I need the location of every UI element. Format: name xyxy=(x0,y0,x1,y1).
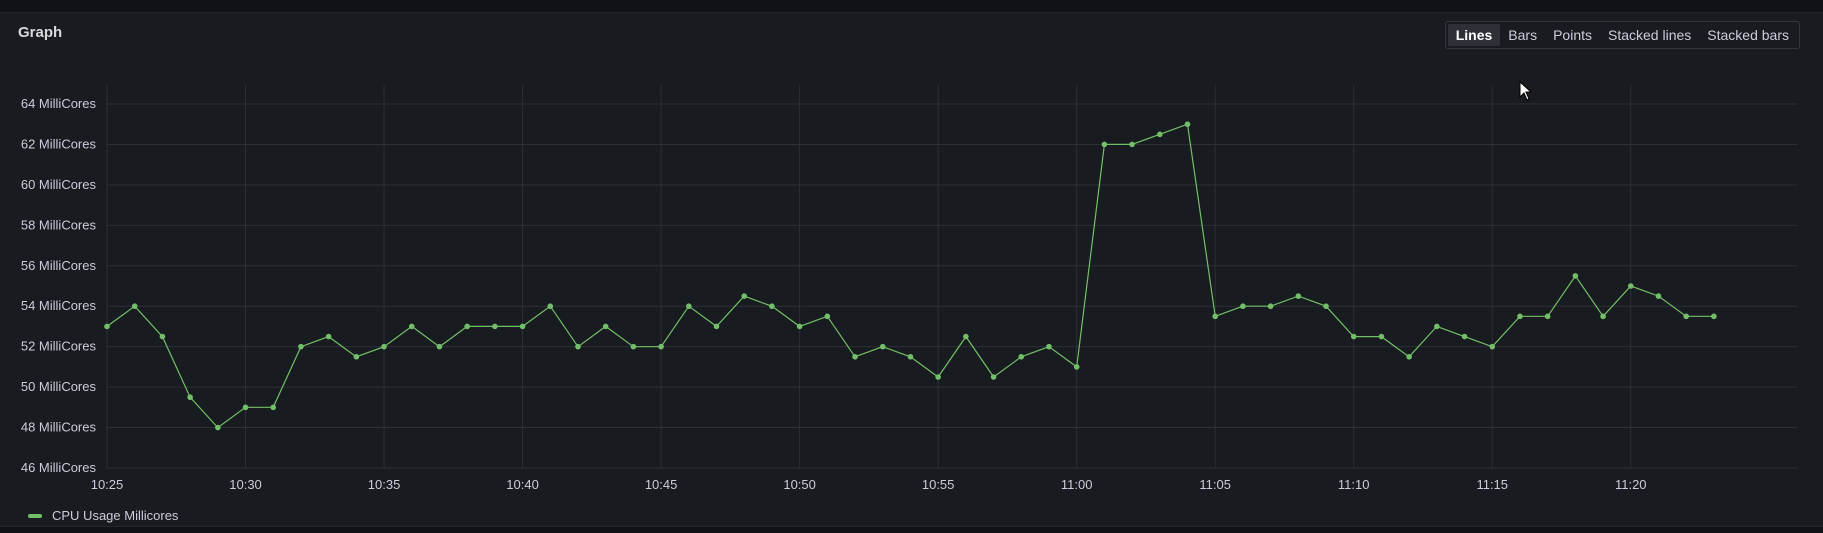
y-tick-label: 54 MilliCores xyxy=(21,298,97,313)
legend[interactable]: CPU Usage Millicores xyxy=(28,508,178,523)
x-tick-label: 10:35 xyxy=(368,477,401,492)
data-point xyxy=(1627,283,1634,289)
y-tick-label: 46 MilliCores xyxy=(21,460,97,475)
data-point xyxy=(602,323,609,330)
data-point xyxy=(575,343,581,350)
data-point xyxy=(270,404,277,411)
toggle-bars[interactable]: Bars xyxy=(1508,27,1538,43)
data-point xyxy=(1018,353,1025,360)
x-tick-label: 10:45 xyxy=(645,477,678,492)
data-point xyxy=(492,323,498,330)
toggle-lines[interactable]: Lines xyxy=(1447,24,1501,46)
toggle-stacked-bars[interactable]: Stacked bars xyxy=(1707,27,1789,43)
data-point xyxy=(1683,313,1689,320)
data-point xyxy=(1489,343,1496,350)
data-point xyxy=(1295,293,1302,299)
data-point xyxy=(630,343,637,350)
data-point xyxy=(879,343,886,350)
data-point xyxy=(1655,293,1662,299)
y-tick-label: 50 MilliCores xyxy=(21,379,97,394)
data-point xyxy=(1406,353,1412,360)
y-tick-label: 56 MilliCores xyxy=(21,258,97,273)
data-point xyxy=(1434,323,1440,330)
data-point xyxy=(990,374,997,380)
data-point xyxy=(658,343,664,350)
data-point xyxy=(852,353,858,360)
data-point xyxy=(935,374,941,380)
data-point xyxy=(907,353,914,360)
data-point xyxy=(1184,121,1191,128)
data-point xyxy=(1378,333,1385,340)
data-point xyxy=(547,303,554,310)
data-point xyxy=(519,323,526,330)
data-point xyxy=(381,343,387,350)
y-tick-label: 62 MilliCores xyxy=(21,136,97,151)
data-point xyxy=(408,323,415,330)
data-point xyxy=(1240,303,1246,310)
data-point xyxy=(1156,131,1163,138)
data-point xyxy=(215,424,221,431)
data-point xyxy=(131,303,138,310)
data-point xyxy=(1046,343,1052,350)
data-point xyxy=(298,343,304,350)
y-tick-label: 58 MilliCores xyxy=(21,217,97,232)
x-tick-label: 11:05 xyxy=(1199,477,1231,492)
x-tick-label: 10:55 xyxy=(922,477,955,492)
data-point xyxy=(1267,303,1274,310)
data-point xyxy=(353,353,360,360)
series-line xyxy=(106,123,1714,429)
legend-label: CPU Usage Millicores xyxy=(52,508,179,523)
data-point xyxy=(1572,273,1579,279)
graph-panel: Graph Lines Bars Points Stacked lines St… xyxy=(0,12,1823,527)
data-point xyxy=(1544,313,1551,320)
data-point xyxy=(1517,313,1523,320)
visualization-toggle-group: Lines Bars Points Stacked lines Stacked … xyxy=(1444,21,1800,49)
data-point xyxy=(713,323,720,330)
data-point xyxy=(686,303,692,310)
data-point xyxy=(1323,303,1329,310)
data-point xyxy=(159,333,166,340)
toggle-points[interactable]: Points xyxy=(1553,27,1592,43)
data-point xyxy=(1073,364,1080,370)
y-tick-label: 64 MilliCores xyxy=(21,96,97,111)
data-point xyxy=(1600,313,1606,320)
x-tick-label: 11:15 xyxy=(1476,477,1508,492)
data-point xyxy=(1129,141,1135,148)
x-tick-label: 11:10 xyxy=(1338,477,1370,492)
data-point xyxy=(104,323,110,330)
data-point xyxy=(769,303,775,310)
data-point xyxy=(963,333,969,340)
y-tick-label: 60 MilliCores xyxy=(21,177,97,192)
x-tick-label: 11:00 xyxy=(1061,477,1093,492)
data-point xyxy=(1711,313,1717,320)
x-tick-label: 10:40 xyxy=(506,477,539,492)
data-point xyxy=(325,333,332,340)
data-point xyxy=(436,343,443,350)
x-tick-label: 10:30 xyxy=(229,477,262,492)
data-point xyxy=(796,323,803,330)
data-point xyxy=(464,323,470,330)
line-chart[interactable]: 46 MilliCores 48 MilliCores 50 MilliCores 5… xyxy=(0,13,1823,526)
x-tick-label: 11:20 xyxy=(1615,477,1647,492)
x-tick-label: 10:25 xyxy=(91,477,124,492)
data-point xyxy=(1461,333,1468,340)
y-tick-label: 52 MilliCores xyxy=(21,339,97,354)
data-point xyxy=(824,313,831,320)
x-tick-label: 10:50 xyxy=(783,477,816,492)
y-tick-label: 48 MilliCores xyxy=(21,420,97,435)
data-point xyxy=(1101,141,1108,148)
mouse-cursor-icon xyxy=(1519,81,1533,101)
data-point xyxy=(741,293,748,299)
data-point xyxy=(1350,333,1357,340)
data-point xyxy=(242,404,249,411)
legend-swatch xyxy=(28,513,42,518)
panel-title: Graph xyxy=(18,24,63,41)
data-point xyxy=(1212,313,1218,320)
toggle-stacked-lines[interactable]: Stacked lines xyxy=(1608,27,1692,43)
data-point xyxy=(187,394,193,401)
